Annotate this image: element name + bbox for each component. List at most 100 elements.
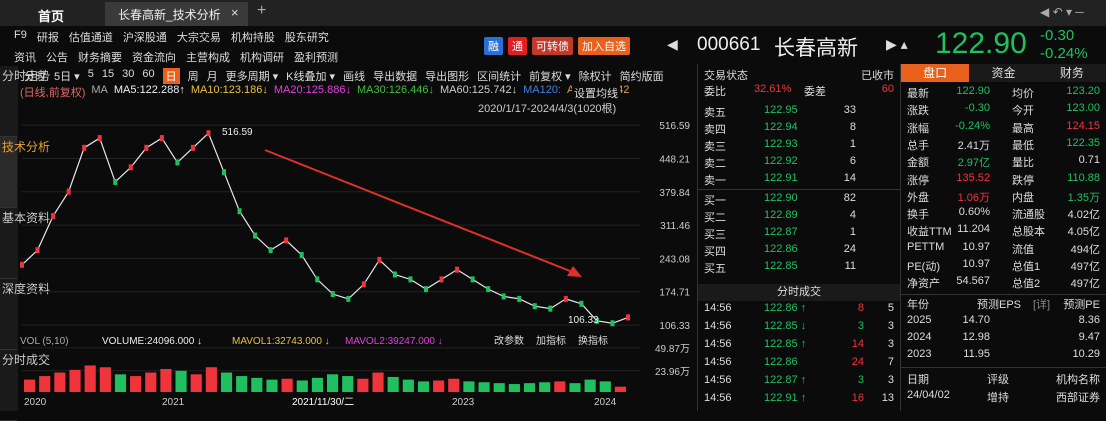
set-ma[interactable]: 设置均线 [572, 85, 620, 101]
panel-tab[interactable]: 盘口 [901, 64, 970, 82]
panel-tab[interactable]: 资金 [991, 66, 1016, 80]
price-line [21, 132, 629, 324]
menu-item[interactable]: 主营构成 [186, 52, 230, 64]
cell: 10.97 [962, 258, 990, 270]
cell: 1.35万 [1067, 191, 1100, 204]
candle [532, 303, 537, 310]
change: -0.30 [1040, 27, 1075, 44]
candle [66, 188, 71, 195]
tool[interactable]: 除权计 [578, 71, 612, 83]
ma-item: MA60:125.742↓ [440, 84, 518, 96]
vol-action[interactable]: 加指标 [536, 334, 566, 347]
cell: 2023 [907, 348, 932, 360]
vol-action[interactable]: 换指标 [578, 334, 608, 347]
candle [222, 169, 226, 176]
tool[interactable]: 前复权 ▾ [529, 71, 571, 83]
cell: 金额 [907, 157, 929, 170]
tool[interactable]: 导出图形 [425, 71, 470, 83]
home-tab[interactable]: 首页 [38, 9, 65, 24]
button[interactable]: 融 [484, 37, 503, 55]
menu-item[interactable]: 资金流向 [132, 52, 176, 64]
cell: 11 [844, 260, 856, 272]
candle [190, 144, 195, 151]
menu-item[interactable]: 财务摘要 [78, 52, 122, 64]
cell: 14 [843, 172, 856, 184]
add-tab[interactable]: + [257, 2, 267, 19]
menu-item[interactable]: 估值通道 [68, 32, 113, 44]
cell: 已收市 [861, 70, 894, 82]
tool[interactable]: 月 [206, 71, 218, 83]
menu-item[interactable]: 机构持股 [230, 32, 275, 44]
cell: 54.567 [956, 275, 990, 288]
tool[interactable]: 更多周期 ▾ [225, 71, 279, 83]
candle [315, 276, 320, 283]
tool[interactable]: 5日 ▾ [54, 71, 80, 83]
nav-icons[interactable]: ◀ ↶ ▾ ─ [1040, 5, 1084, 19]
volume-bar [372, 372, 384, 392]
active-tab[interactable] [105, 2, 248, 26]
cell: 122.86 [764, 243, 798, 255]
menu-item[interactable]: 盈利预测 [294, 52, 338, 64]
cell: 16 [851, 392, 864, 404]
tool[interactable]: 分时 [24, 71, 46, 83]
prev[interactable]: ◀ [667, 36, 678, 52]
menu-row: F9 研报 估值通道 沪深股通 大宗交易 机构持股 股东研究 [14, 29, 338, 45]
row: 14:56 122.86 ↑ 8 5 [704, 302, 894, 318]
tool[interactable]: 5 [87, 68, 94, 80]
menu-item[interactable]: 大宗交易 [176, 32, 221, 44]
next[interactable]: ▶ ▴ [886, 36, 908, 52]
tool[interactable]: 区间统计 [477, 71, 522, 83]
row: 换手 0.60% 流通股 4.02亿 [907, 206, 1100, 222]
menu-item[interactable]: 机构调研 [240, 52, 284, 64]
tool[interactable]: 日 [162, 68, 180, 84]
cell: 委差 [804, 86, 826, 98]
cell: 124.15 [1066, 119, 1100, 132]
active-tab-label: 长春高新_技术分析 [118, 8, 221, 22]
cell: 122.90 [956, 85, 990, 97]
tool[interactable]: 导出数据 [373, 71, 418, 83]
vol-action[interactable]: 改参数 [494, 334, 524, 347]
menu-item[interactable]: 沪深股通 [122, 32, 167, 44]
row: 涨停 135.52 跌停 110.88 [907, 172, 1100, 188]
cell: 14:56 [704, 320, 732, 332]
tool[interactable]: 周 [187, 71, 199, 83]
cell: 预测EPS [977, 299, 1022, 311]
candle [439, 276, 444, 283]
tool[interactable]: 简约版面 [619, 71, 664, 83]
candle [455, 266, 460, 273]
volume-bar [448, 378, 460, 392]
button[interactable]: 加入自选 [578, 37, 630, 55]
volume-bar [584, 379, 596, 392]
button[interactable]: 通 [508, 37, 527, 55]
row: 卖五 122.95 33 [704, 104, 894, 120]
cell: 122.85 ↓ [764, 320, 807, 332]
menu-item[interactable]: 资讯 [14, 52, 36, 64]
menu-item[interactable]: 公告 [46, 52, 68, 64]
candle [408, 276, 413, 283]
menu-item[interactable]: 研报 [36, 32, 59, 44]
candle [268, 247, 273, 254]
y-tick-label: 23.96万 [655, 367, 690, 378]
close-tab[interactable]: × [231, 5, 239, 20]
candle [346, 295, 351, 302]
volume-bar [463, 381, 475, 392]
cell: 497亿 [1070, 261, 1100, 273]
tool[interactable]: K线叠加 ▾ [286, 71, 336, 83]
cell: 10.97 [962, 240, 990, 253]
cell: 最低 [1012, 139, 1034, 152]
menu-item[interactable]: F9 [14, 29, 27, 41]
tool[interactable]: 30 [122, 68, 135, 80]
volume-bar [114, 374, 127, 392]
panel-tab[interactable]: 财务 [1059, 66, 1084, 80]
cell: 123.00 [1066, 102, 1100, 115]
cell: 评级 [987, 374, 1009, 386]
tool[interactable]: 画线 [343, 71, 366, 83]
tool[interactable]: 60 [142, 68, 155, 80]
cell: [详] [1033, 299, 1051, 311]
menu-item[interactable]: 股东研究 [284, 32, 329, 44]
tool[interactable]: 15 [101, 68, 115, 80]
menu-row: 资讯 公告 财务摘要 资金流向 主营构成 机构调研 盈利预测 [14, 49, 338, 65]
y-tick-label: 311.46 [660, 221, 690, 232]
volume-bar [493, 383, 505, 392]
button[interactable]: 可转债 [532, 37, 573, 55]
